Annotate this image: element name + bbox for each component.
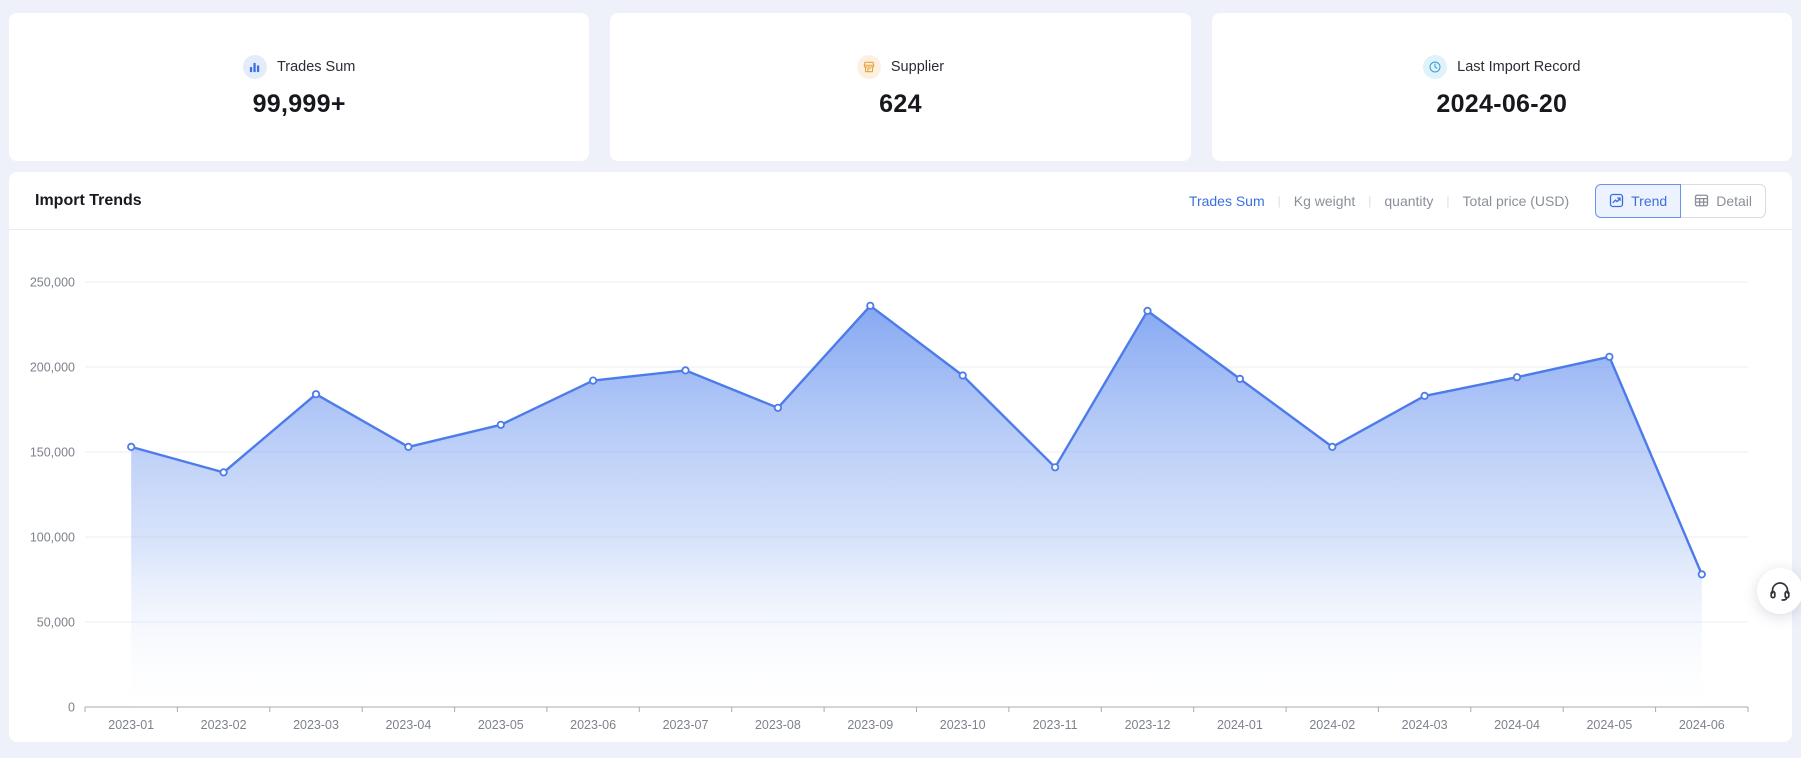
y-axis-label: 50,000 (37, 616, 75, 630)
data-point[interactable] (127, 442, 136, 451)
stat-value: 99,999+ (252, 90, 346, 118)
y-axis-label: 250,000 (30, 276, 75, 290)
tab-separator: | (1368, 193, 1372, 208)
data-point[interactable] (496, 420, 505, 429)
data-point[interactable] (219, 468, 228, 477)
stat-value: 2024-06-20 (1436, 90, 1568, 118)
chart-header: Import Trends Trades Sum | Kg weight | q… (9, 172, 1792, 230)
x-axis-label: 2023-02 (201, 718, 247, 732)
x-axis-label: 2023-04 (385, 718, 431, 732)
stat-card-header: Trades Sum (242, 55, 356, 79)
data-point[interactable] (311, 390, 321, 399)
x-axis-label: 2023-01 (108, 718, 154, 732)
data-point[interactable] (1235, 374, 1245, 383)
stat-cards-row: Trades Sum 99,999+ Supplier 624 (0, 0, 1801, 161)
data-point[interactable] (1605, 352, 1614, 361)
x-axis-label: 2024-02 (1309, 718, 1355, 732)
y-axis-label: 0 (68, 701, 75, 715)
data-point[interactable] (1143, 306, 1152, 316)
data-point[interactable] (866, 301, 875, 310)
x-axis-label: 2024-04 (1494, 718, 1540, 732)
y-axis-label: 150,000 (30, 446, 75, 460)
stat-value: 624 (879, 90, 922, 118)
tab-total-price[interactable]: Total price (USD) (1462, 192, 1570, 209)
trend-view-button[interactable]: Trend (1595, 183, 1682, 218)
x-axis-label: 2023-05 (478, 718, 524, 732)
x-axis-label: 2023-06 (570, 718, 616, 732)
headset-icon (1768, 579, 1792, 603)
tab-separator: | (1277, 193, 1281, 208)
x-axis-label: 2024-01 (1217, 718, 1263, 732)
tab-trades-sum[interactable]: Trades Sum (1188, 192, 1265, 209)
import-trends-card: Import Trends Trades Sum | Kg weight | q… (9, 172, 1792, 742)
area-fill (131, 305, 1702, 707)
detail-view-button[interactable]: Detail (1680, 183, 1766, 218)
x-axis-label: 2023-08 (755, 718, 801, 732)
bar-chart-icon (242, 55, 267, 79)
x-axis-label: 2023-03 (293, 718, 339, 732)
data-point[interactable] (1328, 442, 1337, 451)
tab-kg-weight[interactable]: Kg weight (1293, 192, 1356, 209)
y-axis-label: 200,000 (30, 361, 75, 375)
y-axis-label: 100,000 (30, 531, 75, 545)
support-float-button[interactable] (1757, 568, 1801, 614)
tab-separator: | (1446, 193, 1450, 208)
data-point[interactable] (588, 376, 598, 385)
x-axis-label: 2023-07 (663, 718, 709, 732)
x-axis-label: 2024-05 (1586, 718, 1632, 732)
x-axis-label: 2023-09 (847, 718, 893, 732)
storefront-icon (856, 55, 881, 79)
data-point[interactable] (1420, 391, 1429, 400)
table-icon (1694, 193, 1709, 208)
data-point[interactable] (404, 442, 413, 451)
x-axis-label: 2023-10 (940, 718, 986, 732)
chart-title: Import Trends (35, 191, 142, 209)
x-axis-label: 2024-06 (1679, 718, 1725, 732)
view-toggle: Trend Detail (1595, 183, 1766, 218)
data-point[interactable] (1051, 463, 1060, 472)
chart-header-controls: Trades Sum | Kg weight | quantity | Tota… (1189, 183, 1766, 218)
trend-chart-canvas[interactable]: 0 50,000 100,000 150,000 200,000 250,000 2023-… (9, 230, 1792, 742)
stat-label: Supplier (890, 59, 945, 75)
clock-icon (1423, 55, 1448, 79)
metric-tabs: Trades Sum | Kg weight | quantity | Tota… (1189, 193, 1569, 209)
stat-label: Last Import Record (1457, 59, 1581, 75)
detail-button-label: Detail (1716, 192, 1752, 209)
data-point[interactable] (681, 366, 690, 375)
trend-icon (1609, 193, 1624, 208)
stat-card-header: Last Import Record (1423, 55, 1580, 79)
x-axis-label: 2023-11 (1033, 718, 1078, 732)
x-axis-label: 2023-12 (1125, 718, 1171, 732)
x-axis-label: 2024-03 (1402, 718, 1448, 732)
data-point[interactable] (958, 371, 967, 380)
stat-label: Trades Sum (276, 59, 356, 75)
data-point[interactable] (773, 403, 783, 412)
stat-card-last-import: Last Import Record 2024-06-20 (1211, 13, 1792, 161)
stat-card-supplier: Supplier 624 (610, 13, 1191, 161)
stat-card-trades-sum: Trades Sum 99,999+ (9, 13, 590, 161)
data-point[interactable] (1512, 373, 1522, 382)
trend-line (130, 304, 1703, 576)
trend-button-label: Trend (1631, 192, 1668, 209)
data-point[interactable] (1697, 570, 1706, 579)
tab-quantity[interactable]: quantity (1384, 192, 1434, 209)
stat-card-header: Supplier (856, 55, 945, 79)
